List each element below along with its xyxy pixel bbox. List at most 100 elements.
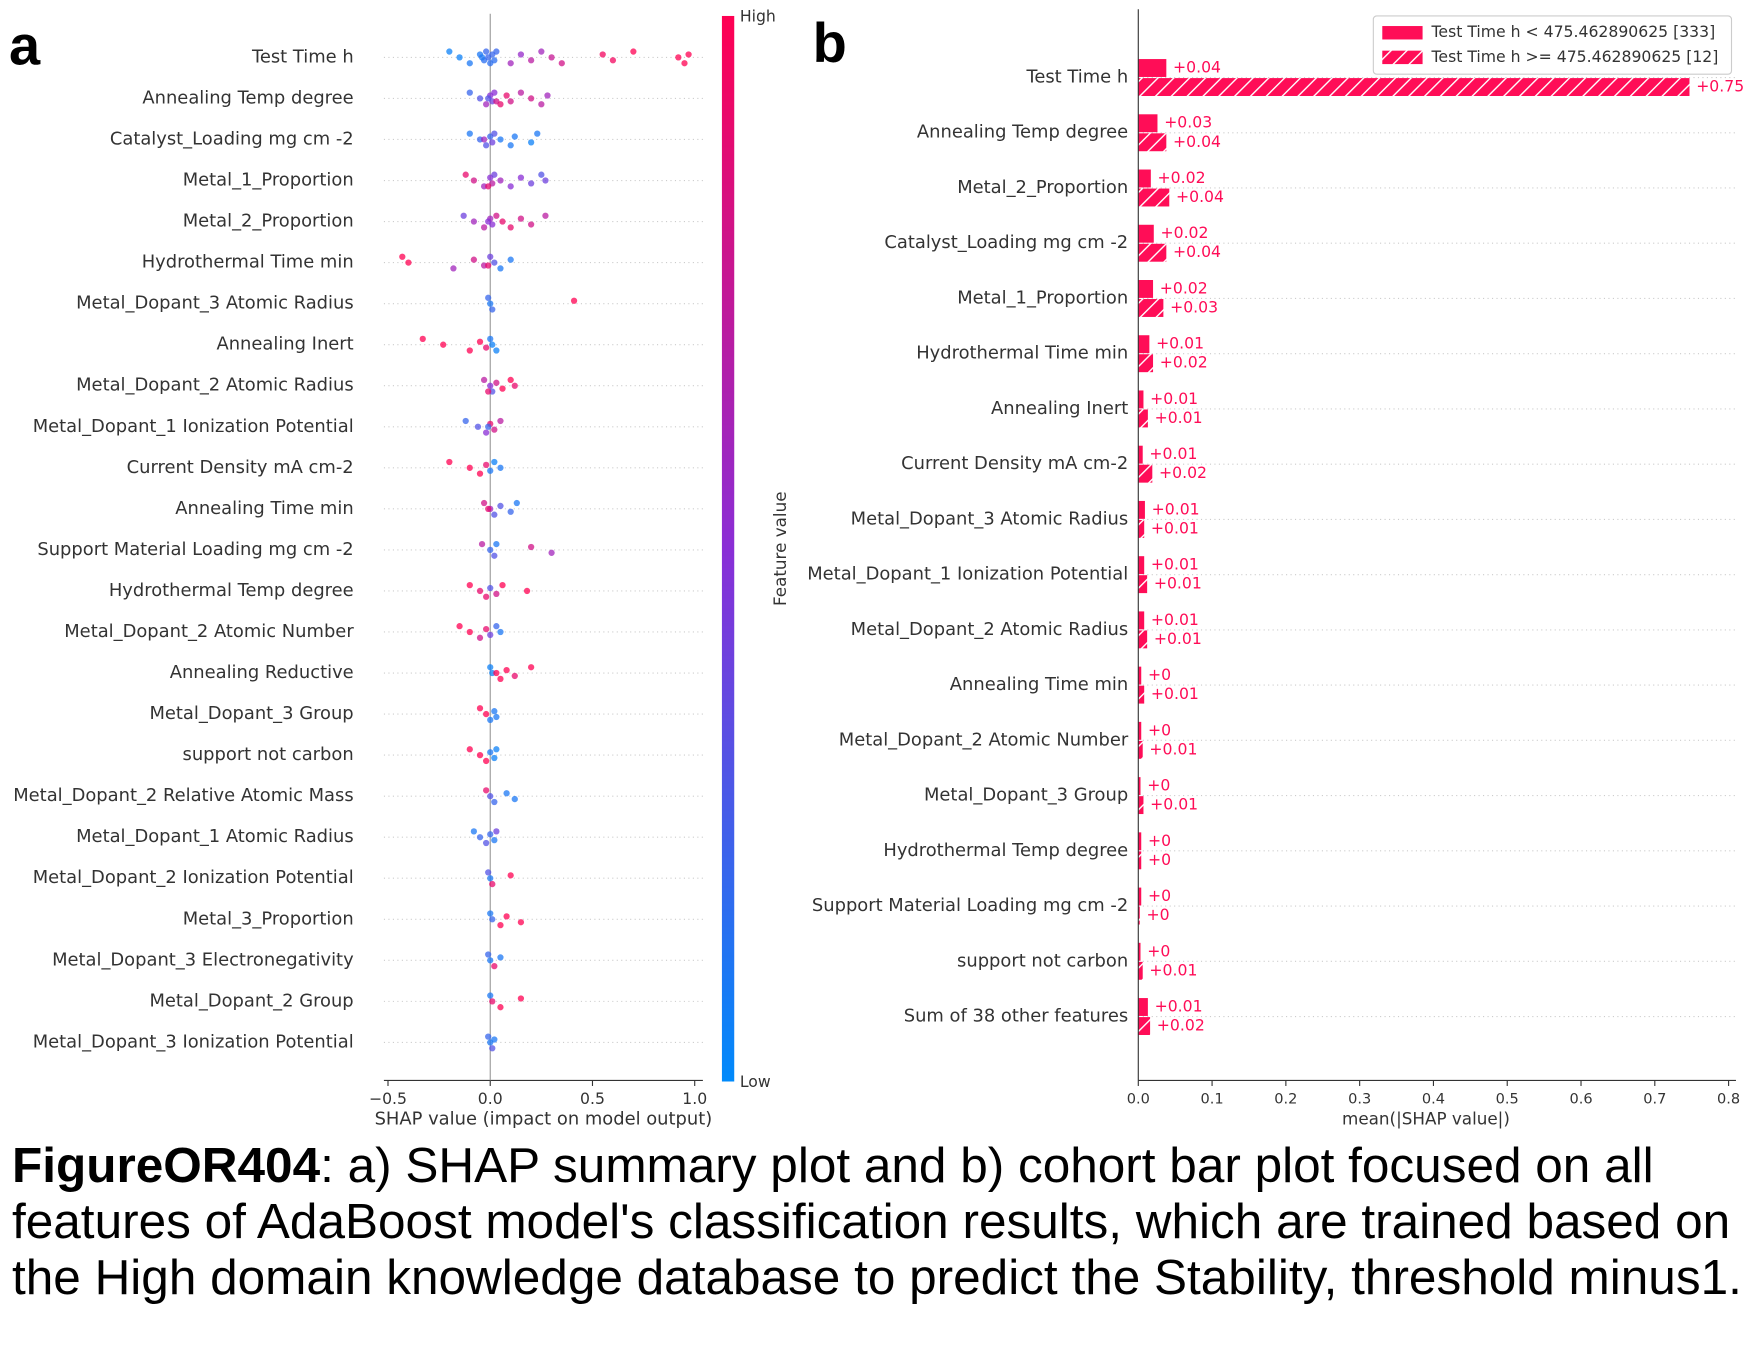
bar [1138,114,1158,133]
point [485,505,492,512]
point [507,60,514,67]
feature-label: Metal_Dopant_3 Group [149,703,353,724]
point [493,746,500,753]
point [511,672,518,680]
point [485,294,492,301]
legend-label: Test Time h >= 475.462890625 [12] [1431,47,1719,66]
bar [1138,556,1145,575]
point [511,795,518,803]
point [507,508,514,515]
point [570,297,578,304]
point [466,89,473,96]
point [485,869,492,876]
bar [1138,335,1150,354]
point [476,587,484,595]
feature-label: Metal_1_Proportion [183,170,354,191]
category-label: Metal_Dopant_3 Atomic Radius [851,508,1129,529]
point [478,54,486,61]
point [489,139,496,146]
point [487,631,494,639]
bar [1138,188,1170,207]
point [462,417,469,425]
x-tick-label: 0.8 [1717,1090,1740,1107]
bar [1138,887,1142,906]
caption-label: FigureOR404 [12,1138,321,1193]
point [456,54,463,61]
point [491,57,498,64]
point [487,546,494,554]
category-label: Test Time h [1025,67,1128,88]
category-label: Annealing Time min [950,674,1128,695]
point [480,136,488,143]
feature-label: Metal_Dopant_2 Ionization Potential [33,867,354,888]
point [480,224,488,231]
colorbar-high: High [740,7,776,26]
point [544,92,551,99]
point [599,51,606,58]
category-label: Metal_Dopant_2 Atomic Radius [851,619,1129,640]
colorbar [721,15,735,1082]
category-label: Sum of 38 other features [904,1006,1128,1027]
point [493,590,500,597]
bar [1138,390,1144,409]
point [487,992,494,999]
x-tick-label: 0.3 [1348,1090,1371,1107]
feature-label: Current Density mA cm-2 [127,457,354,478]
value-label: +0 [1148,886,1171,905]
value-label: +0 [1148,720,1171,739]
value-label: +0.01 [1154,574,1202,593]
point [483,593,490,600]
point [476,634,484,641]
x-tick-label: −0.5 [369,1089,407,1108]
point [487,253,494,260]
point [517,919,525,926]
bar [1138,998,1148,1016]
point [487,467,494,474]
point [497,265,504,272]
point [446,458,453,466]
point [470,177,478,184]
feature-label: support not carbon [183,744,354,765]
point [466,464,473,471]
point [548,54,555,61]
point [483,461,490,469]
panel-label: a [9,13,41,76]
point [493,540,500,548]
category-label: Metal_2_Proportion [957,177,1128,198]
point [493,347,500,354]
bar [1138,942,1141,961]
point [483,787,490,794]
bar [1138,721,1142,740]
point [527,95,535,102]
point [487,957,494,964]
point [466,746,473,753]
point [517,995,525,1002]
point [497,177,504,184]
point [399,253,406,260]
feature-label: Metal_Dopant_2 Atomic Number [64,621,354,642]
feature-label: Hydrothermal Time min [142,252,354,273]
value-label: +0 [1147,776,1170,795]
point [480,376,488,384]
colorbar-label: Feature value [770,491,790,605]
point [476,705,484,712]
value-label: +0.01 [1155,408,1203,427]
point [493,623,500,630]
point [527,57,535,64]
feature-label: Metal_2_Proportion [183,211,354,232]
point [466,130,473,137]
point [675,54,682,61]
point [499,218,506,225]
point [483,710,490,718]
value-label: +0.03 [1164,113,1212,132]
point [491,754,498,762]
point [517,51,525,58]
bar [1138,133,1167,152]
point [497,136,504,143]
point [497,502,504,510]
value-label: +0.01 [1150,389,1198,408]
bar [1138,59,1167,77]
bar [1138,464,1153,483]
point [558,60,565,67]
